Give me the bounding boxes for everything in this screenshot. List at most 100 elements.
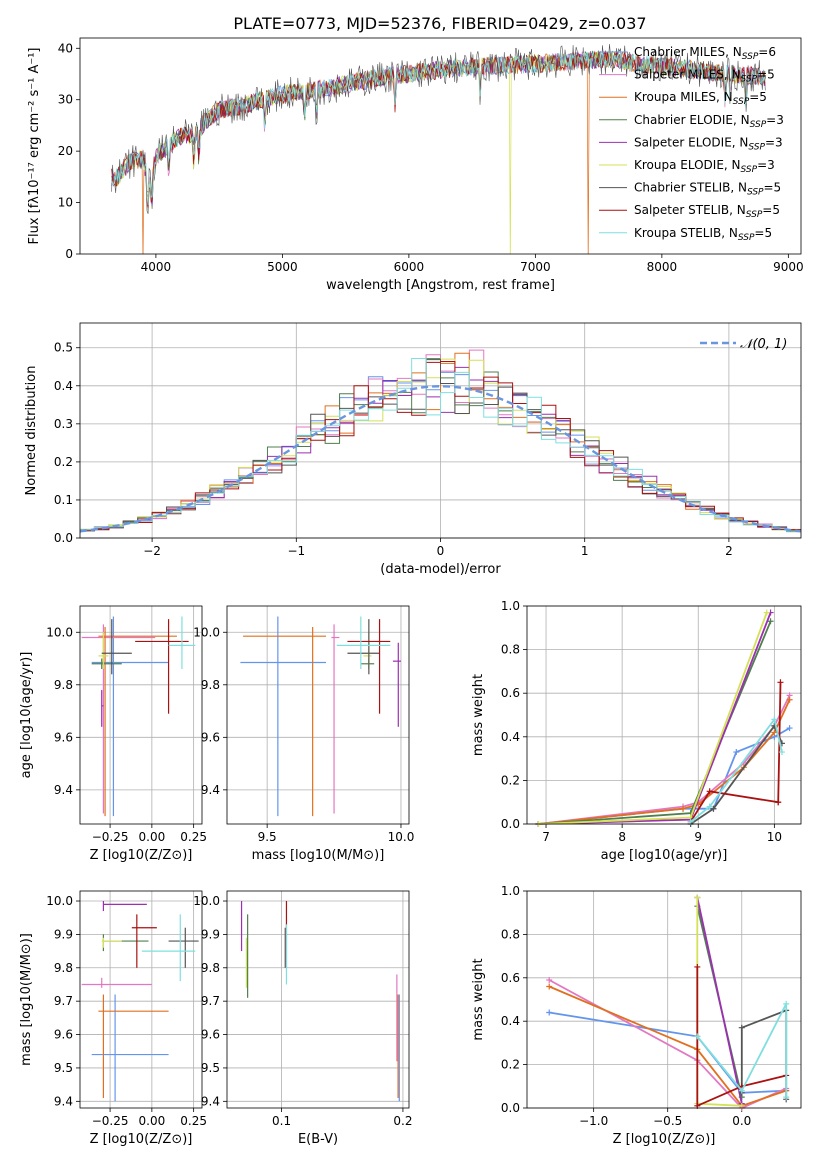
x-tick-label: 6000 [394,260,425,274]
y-tick-label: 9.9 [201,927,220,941]
x-tick-label: 0 [437,544,445,558]
residuals-axes: −2 −1 0 1 2 0.0 0.1 0.2 0.3 0.4 0.5 (data-model)/er… [24,322,802,577]
x-axis-label: wavelength [Angstrom, rest frame] [326,278,555,293]
legend-n: =5 [764,181,782,195]
legend-label-kroupa_elodie: Kroupa ELODIE, NSSP=3 [634,158,775,175]
y-tick-label: 1.0 [501,599,520,613]
legend-n: =3 [766,113,784,127]
legend-n: =3 [757,158,775,172]
axes-frame [79,605,203,825]
y-axis-label: Normed distribution [24,366,39,496]
legend-label-kroupa_stelib: Kroupa STELIB, NSSP=5 [634,226,772,243]
axes-frame [79,890,203,1109]
weight-marker-kroupa_miles [680,805,687,812]
legend-sub: SSP [747,188,764,198]
x-tick-label: 9.5 [258,830,277,844]
legend-text: Kroupa STELIB, N [634,226,738,240]
weight-marker-kroupa_stelib [694,1033,701,1040]
x-tick-label: 2 [725,544,733,558]
x-tick-label: 0.0 [732,1114,751,1128]
y-tick-label: 20 [58,144,73,158]
legend-sub: SSP [742,52,759,62]
y-tick-label: 0.8 [501,643,520,657]
y-tick-label: 9.8 [54,678,73,692]
x-tick-label: 0.2 [393,1114,412,1128]
y-axis-label: Flux [fλ10⁻¹⁷ erg cm⁻² s⁻¹ A⁻¹] [27,48,42,245]
y-tick-label: 9.6 [54,1028,73,1042]
legend-n: =6 [758,45,776,59]
y-tick-label: 40 [58,41,73,55]
legend-n: =5 [762,203,780,217]
y-tick-label: 0.4 [501,730,520,744]
x-tick-label: −1.0 [579,1114,608,1128]
y-tick-label: 9.4 [54,1094,73,1108]
weight-marker-salpeter_miles [546,976,553,983]
weight-marker-kroupa_stelib [738,1087,745,1094]
spectrum-line-salpeter_stelib [111,50,766,208]
x-axis-label: Z [log10(Z/Z⊙)] [90,848,193,863]
legend-sub: SSP [738,233,755,243]
weight-marker-kroupa_stelib [778,749,785,756]
y-tick-label: 9.9 [54,927,73,941]
legend-sub: SSP [741,165,758,175]
spectrum-axes: 4000 5000 6000 7000 8000 9000 0 10 20 30 40 wavelen… [27,37,804,293]
x-tick-label: −0.25 [92,830,129,844]
legend-label-chabrier_miles: Chabrier MILES, NSSP=6 [634,45,776,62]
weight-marker-chabrier_elodie [767,618,774,625]
weight-marker-kroupa_miles [546,983,553,990]
x-tick-label: 0.00 [139,830,166,844]
y-tick-label: 9.4 [54,783,73,797]
y-tick-label: 9.4 [201,1094,220,1108]
x-tick-label: 7000 [520,260,551,274]
massweight_vs_age-axes: 7 8 9 10 0.0 0.2 0.4 0.6 0.8 1.0 age [log10(age/yr… [471,599,802,863]
y-tick-label: 9.8 [201,678,220,692]
legend-n: =3 [765,135,783,149]
x-tick-label: −0.5 [653,1114,682,1128]
y-tick-label: 0.4 [501,1014,520,1028]
axes-frame [226,605,410,825]
weight-marker-chabrier_miles [733,749,740,756]
y-tick-label: 10.0 [46,625,73,639]
y-tick-label: 0.2 [501,773,520,787]
y-tick-label: 9.8 [54,961,73,975]
x-tick-label: −1 [287,544,305,558]
weight-marker-chabrier_miles [546,1009,553,1016]
weight-marker-kroupa_stelib [783,1094,790,1101]
weight-marker-salpeter_stelib [775,799,782,806]
weight-marker-kroupa_elodie [694,894,701,901]
legend-label-salpeter_miles: Salpeter MILES, NSSP=5 [634,68,775,85]
y-tick-label: 0.2 [501,1058,520,1072]
y-tick-label: 9.6 [201,1028,220,1042]
legend-text: Salpeter MILES, N [634,68,741,82]
legend-text: Salpeter ELODIE, N [634,135,748,149]
x-axis-label: Z [log10(Z/Z⊙)] [90,1132,193,1147]
legend-sub: SSP [733,97,750,107]
x-tick-label: 0.00 [139,1114,166,1128]
weight-marker-kroupa_miles [786,696,793,703]
y-tick-label: 10.0 [46,894,73,908]
weight-marker-salpeter_stelib [777,679,784,686]
y-tick-label: 0 [65,247,73,261]
y-tick-label: 0.0 [501,817,520,831]
y-tick-label: 9.5 [201,1061,220,1075]
legend-sub: SSP [748,142,765,152]
hist-kroupa_stelib [80,357,801,534]
weight-marker-chabrier_stelib [710,805,717,812]
y-tick-label: 9.7 [54,994,73,1008]
y-tick-label: 9.6 [54,730,73,744]
legend-normal-label: 𝒩(0, 1) [740,337,787,352]
y-tick-label: 0.5 [54,341,73,355]
legend-sub: SSP [746,210,763,220]
y-axis-label: mass [log10(M/M⊙)] [19,933,34,1066]
y-tick-label: 9.6 [201,730,220,744]
figure-title: PLATE=0773, MJD=52376, FIBERID=0429, z=0… [233,14,646,33]
x-tick-label: 9 [694,830,702,844]
weight-line-salpeter_miles [538,694,791,825]
legend-label-kroupa_miles: Kroupa MILES, NSSP=5 [634,90,767,107]
legend-n: =5 [749,90,767,104]
y-tick-label: 0.2 [54,455,73,469]
y-tick-label: 0.1 [54,493,73,507]
x-tick-label: 9000 [773,260,804,274]
legend-sub: SSP [750,120,767,130]
